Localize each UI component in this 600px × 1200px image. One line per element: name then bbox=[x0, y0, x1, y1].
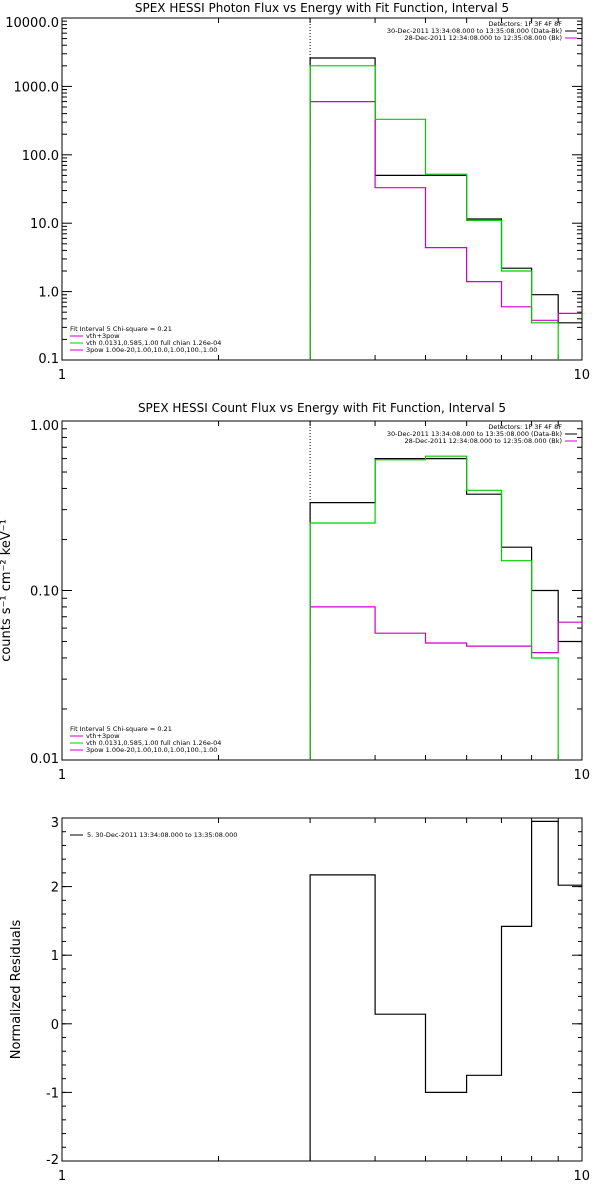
legend-entry: 30-Dec-2011 13:34:08.000 to 13:35:08.000… bbox=[387, 430, 562, 438]
y-tick-label: 1000.0 bbox=[14, 80, 60, 95]
panel-count: SPEX HESSI Count Flux vs Energy with Fit… bbox=[0, 401, 590, 783]
y-tick-label: 1.0 bbox=[38, 286, 59, 301]
series-line-bk bbox=[309, 606, 582, 760]
legend-bottom-left: Fit Interval 5 Chi-square = 0.21vth+3pow… bbox=[70, 725, 221, 754]
series-group bbox=[309, 455, 582, 760]
x-tick-label: 1 bbox=[58, 368, 66, 383]
panel-photon: SPEX HESSI Photon Flux vs Energy with Fi… bbox=[5, 1, 590, 383]
legend-entry: 3pow 1.00e-20,1.00,10.0,1.00,100.,1.00 bbox=[86, 346, 217, 354]
y-tick-label: 2 bbox=[51, 881, 59, 896]
series-line-bk bbox=[309, 101, 582, 360]
legend-entry: 28-Dec-2011 12:34:08.000 to 12:35:08.000… bbox=[405, 437, 563, 445]
y-tick-label: 10000.0 bbox=[5, 16, 59, 31]
legend-top-left: 5. 30-Dec-2011 13:34:08.000 to 13:35:08.… bbox=[70, 831, 237, 839]
y-tick-label: 1.00 bbox=[30, 419, 59, 434]
series-group bbox=[309, 820, 582, 1161]
plot-frame bbox=[61, 817, 583, 1162]
y-axis-label: counts s⁻¹ cm⁻² keV⁻¹ bbox=[0, 519, 14, 662]
legend-entry: vth 0.0131,0.585,1.00 full chian 1.26e-0… bbox=[86, 339, 221, 347]
x-tick-label: 10 bbox=[573, 1169, 590, 1184]
series-line-data-bk bbox=[309, 57, 582, 360]
x-tick-label: 1 bbox=[58, 1169, 66, 1184]
y-tick-label: -2 bbox=[46, 1153, 59, 1168]
series-line-vth-3pow bbox=[309, 455, 559, 760]
x-tick-label: 10 bbox=[573, 768, 590, 783]
series-line-vth-3pow bbox=[309, 65, 559, 360]
legend-entry: Fit Interval 5 Chi-square = 0.21 bbox=[70, 725, 172, 733]
y-tick-label: 0.1 bbox=[38, 352, 59, 367]
y-tick-label: 1 bbox=[51, 949, 59, 964]
legend-bottom-left: Fit Interval 5 Chi-square = 0.21vth+3pow… bbox=[70, 325, 221, 354]
x-tick-label: 10 bbox=[573, 368, 590, 383]
legend-entry: vth+3pow bbox=[86, 332, 120, 340]
legend-entry: Fit Interval 5 Chi-square = 0.21 bbox=[70, 325, 172, 333]
legend-entry: vth 0.0131,0.585,1.00 full chian 1.26e-0… bbox=[86, 739, 221, 747]
x-tick-label: 1 bbox=[58, 768, 66, 783]
chart-title: SPEX HESSI Photon Flux vs Energy with Fi… bbox=[135, 1, 509, 15]
legend-entry: Detectors: 1F 3F 4F 8F bbox=[488, 20, 562, 28]
axis-ticks bbox=[61, 817, 583, 1162]
legend-entry: 3pow 1.00e-20,1.00,10.0,1.00,100.,1.00 bbox=[86, 746, 217, 754]
y-tick-label: 0.01 bbox=[30, 752, 59, 767]
series-line-data-bk bbox=[309, 458, 582, 760]
chart-title: SPEX HESSI Count Flux vs Energy with Fit… bbox=[138, 401, 506, 415]
axis-ticks bbox=[61, 17, 583, 361]
legend-entry: Detectors: 1F 3F 4F 8F bbox=[488, 423, 562, 431]
y-tick-label: -1 bbox=[46, 1086, 59, 1101]
y-tick-label: 0 bbox=[51, 1018, 59, 1033]
legend-entry: vth+3pow bbox=[86, 732, 120, 740]
y-tick-label: 3 bbox=[51, 816, 59, 831]
legend-entry: 28-Dec-2011 12:34:08.000 to 12:35:08.000… bbox=[405, 34, 563, 42]
legend-entry: 30-Dec-2011 13:34:08.000 to 13:35:08.000… bbox=[387, 27, 562, 35]
plot-frame bbox=[61, 420, 583, 761]
panel-resid: Normalized Residuals -2 -1 0 1 2 3 1 10 5. 30-Dec… bbox=[9, 816, 590, 1184]
series-line-5-30-dec-2011-13-34-08-000-to-13-35-08-000 bbox=[309, 820, 582, 1161]
y-axis-label: Normalized Residuals bbox=[9, 920, 24, 1060]
axis-ticks bbox=[61, 420, 583, 761]
y-tick-label: 10.0 bbox=[30, 217, 59, 232]
plot-frame bbox=[61, 17, 583, 361]
y-tick-label: 0.10 bbox=[30, 585, 59, 600]
series-group bbox=[309, 57, 582, 360]
legend-entry: 5. 30-Dec-2011 13:34:08.000 to 13:35:08.… bbox=[87, 831, 237, 839]
y-tick-label: 100.0 bbox=[22, 149, 59, 164]
